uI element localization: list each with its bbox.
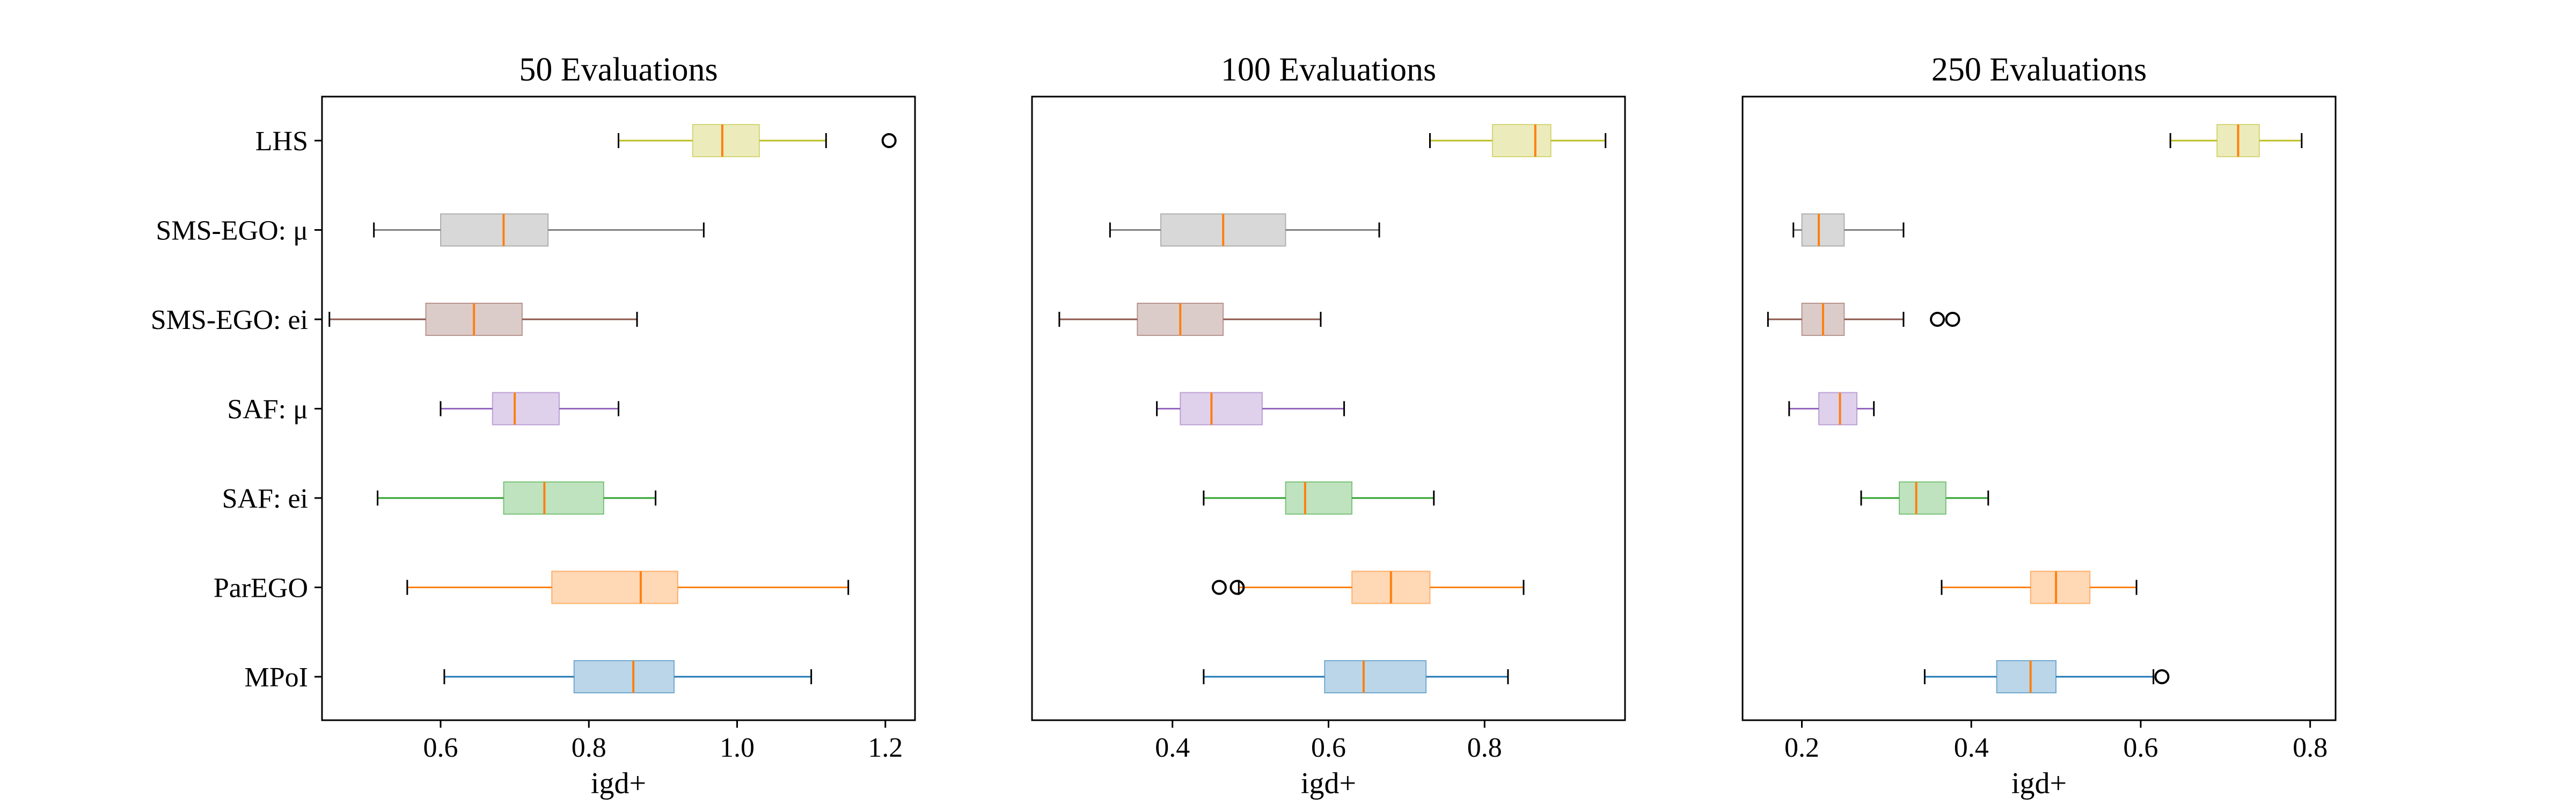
y-tick-label: ParEGO	[214, 573, 308, 604]
outlier-point	[881, 133, 897, 148]
y-tick-label: MPoI	[245, 662, 308, 693]
y-tick-label: SMS-EGO: μ	[156, 216, 308, 246]
box-iqr	[692, 124, 760, 157]
outlier-point	[2154, 669, 2170, 684]
x-tick-label: 0.2	[1784, 733, 1819, 763]
chart-title: 100 Evaluations	[1221, 52, 1436, 88]
x-tick-label: 0.4	[1155, 733, 1190, 763]
x-axis-label: igd+	[1301, 767, 1356, 800]
x-tick-label: 0.8	[2293, 733, 2328, 763]
box-iqr	[1818, 392, 1858, 426]
y-tick-label: LHS	[255, 126, 308, 157]
x-tick-label: 0.4	[1954, 733, 1989, 763]
box-iqr	[1180, 392, 1263, 426]
box-saf-ei	[1860, 481, 1989, 515]
x-axis-label: igd+	[591, 767, 646, 800]
box-iqr	[492, 392, 560, 426]
box-sms-ego	[1109, 213, 1380, 247]
x-tick-label: 0.6	[1311, 733, 1346, 763]
y-tick-label: SMS-EGO: ei	[151, 305, 308, 335]
chart-title: 50 Evaluations	[519, 52, 718, 88]
box-sms-ego	[373, 213, 705, 247]
x-axis-label: igd+	[2011, 767, 2067, 800]
box-iqr	[1285, 481, 1353, 515]
box-mpoi	[1923, 660, 2170, 693]
box-iqr	[1996, 660, 2057, 693]
box-parego	[406, 570, 850, 604]
box-saf	[440, 392, 619, 426]
box-mpoi	[443, 660, 813, 693]
box-sms-ego-ei	[328, 303, 638, 336]
x-tick-label: 1.2	[868, 733, 903, 763]
outlier-point	[1930, 312, 1945, 327]
box-sms-ego-ei	[1767, 303, 1960, 336]
chart-panel-1: 50 Evaluations 0.6 0.8 1.0 1.2 igd+ LHS SMS-EGO…	[151, 52, 916, 800]
y-tick-label: SAF: ei	[222, 484, 308, 514]
box-iqr	[1491, 124, 1552, 157]
chart-panel-3: 250 Evaluations 0.2 0.4 0.6 0.8 igd+	[1741, 52, 2337, 800]
box-saf	[1788, 392, 1875, 426]
box-iqr	[1324, 660, 1427, 693]
box-sms-ego-ei	[1058, 303, 1322, 336]
box-lhs	[2169, 124, 2303, 157]
box-lhs	[1429, 124, 1607, 157]
chart-panel-2: 100 Evaluations 0.4 0.6 0.8 igd+	[1031, 52, 1626, 800]
box-lhs	[618, 124, 897, 157]
box-parego	[1211, 570, 1525, 604]
chart-title: 250 Evaluations	[1931, 52, 2147, 88]
x-tick-label: 1.0	[720, 733, 755, 763]
box-mpoi	[1203, 660, 1509, 693]
box-saf	[1156, 392, 1345, 426]
box-iqr	[1899, 481, 1946, 515]
box-saf-ei	[377, 481, 657, 515]
plot-frame	[1741, 96, 2337, 721]
outlier-point	[1211, 580, 1227, 595]
box-saf-ei	[1203, 481, 1435, 515]
x-tick-label: 0.6	[423, 733, 458, 763]
box-iqr	[2030, 570, 2091, 604]
x-tick-label: 0.8	[572, 733, 606, 763]
box-parego	[1941, 570, 2138, 604]
box-iqr	[573, 660, 675, 693]
x-tick-label: 0.8	[1467, 733, 1502, 763]
x-tick-label: 0.6	[2123, 733, 2158, 763]
box-iqr	[503, 481, 604, 515]
box-iqr	[551, 570, 678, 604]
box-iqr	[1801, 213, 1845, 247]
outlier-point	[1230, 580, 1245, 595]
box-sms-ego	[1792, 213, 1905, 247]
outlier-point	[1945, 312, 1960, 327]
box-iqr	[440, 213, 549, 247]
y-tick-label: SAF: μ	[227, 394, 308, 425]
